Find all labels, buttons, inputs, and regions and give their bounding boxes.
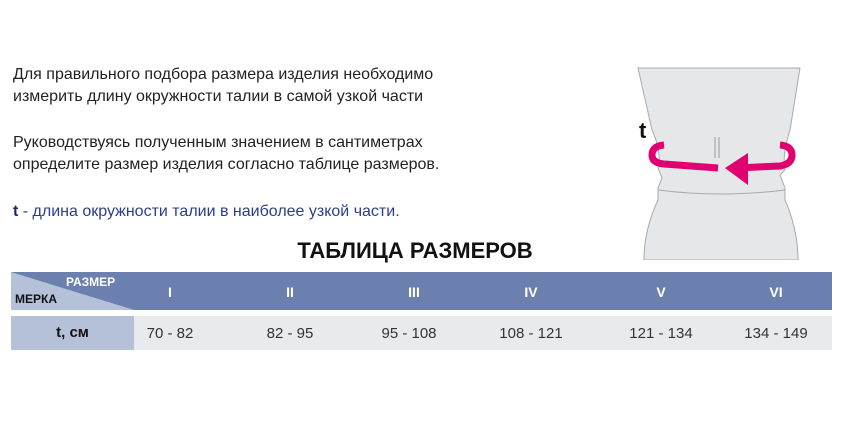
table-row: t, см 70 - 82 82 - 95 95 - 108 108 - 121… <box>11 316 832 350</box>
size-value: 82 - 95 <box>266 325 314 342</box>
corner-cell: РАЗМЕР МЕРКА <box>11 272 134 310</box>
table-title: ТАБЛИЦА РАЗМЕРОВ <box>297 238 533 263</box>
size-value: 70 - 82 <box>146 325 194 342</box>
instruction-line: измерить длину окружности талии в самой … <box>13 88 424 105</box>
legend-text: - длина окружности талии в наиболее узко… <box>18 203 400 220</box>
size-header: I <box>168 284 172 300</box>
corner-size-label: РАЗМЕР <box>66 275 116 289</box>
size-value: 134 - 149 <box>744 325 808 342</box>
size-value: 108 - 121 <box>499 325 563 342</box>
corner-measure-label: МЕРКА <box>15 292 57 306</box>
size-header: IV <box>524 284 538 300</box>
size-header: V <box>656 284 666 300</box>
table-header: РАЗМЕР МЕРКА I II III IV V VI <box>11 272 832 310</box>
measure-label: t <box>639 118 647 143</box>
size-header: VI <box>769 284 783 300</box>
legend-symbol: t <box>13 203 19 220</box>
size-value: 121 - 134 <box>629 325 693 342</box>
legend-line: t - длина окружности талии в наиболее уз… <box>13 201 400 223</box>
size-header: III <box>408 284 420 300</box>
size-value: 95 - 108 <box>381 325 437 342</box>
size-header: II <box>286 284 294 300</box>
instruction-line: определите размер изделия согласно табли… <box>13 156 440 173</box>
instruction-line: Для правильного подбора размера изделия … <box>13 66 434 83</box>
waist-illustration: t <box>630 60 810 265</box>
row-label: t, см <box>11 316 134 350</box>
instruction-line: Руководствуясь полученным значением в са… <box>13 134 423 151</box>
